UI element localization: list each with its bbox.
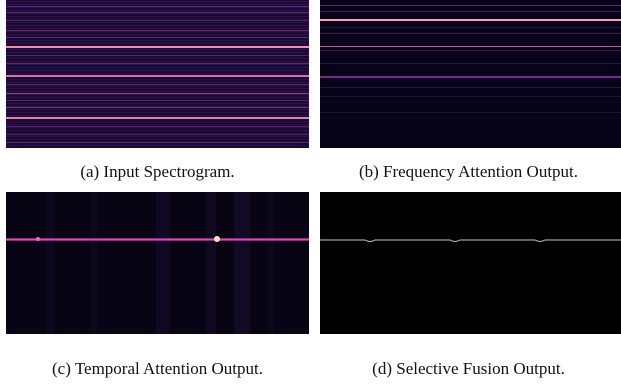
- spectrogram-band: [6, 117, 309, 119]
- temporal-column: [268, 192, 274, 334]
- temporal-column: [156, 192, 170, 334]
- spectrogram-band: [6, 30, 309, 31]
- spectrogram-band: [6, 142, 309, 143]
- spectrogram-band: [6, 12, 309, 13]
- temporal-column: [46, 192, 54, 334]
- caption-d: (d) Selective Fusion Output.: [372, 359, 565, 378]
- attention-band: [320, 50, 621, 51]
- spectrogram-band: [6, 84, 309, 85]
- spectrogram-band: [6, 107, 309, 108]
- frequency-attention-image: [320, 0, 621, 148]
- spectrogram-band: [6, 55, 309, 56]
- spectrogram-band: [6, 93, 309, 94]
- spectrogram-band: [6, 134, 309, 135]
- spectrogram-band: [6, 20, 309, 21]
- caption-a: (a) Input Spectrogram.: [80, 162, 235, 181]
- caption-c: (c) Temporal Attention Output.: [52, 359, 263, 378]
- spectrogram-band: [6, 100, 309, 101]
- attention-band: [320, 5, 621, 6]
- temporal-column: [206, 192, 216, 334]
- spectrogram-band: [6, 6, 309, 7]
- attention-band: [320, 76, 621, 78]
- spectrogram-band: [6, 126, 309, 127]
- attention-band: [320, 19, 621, 21]
- temporal-column: [91, 192, 97, 334]
- attention-band: [320, 11, 621, 12]
- attention-band: [320, 87, 621, 88]
- attention-band: [320, 27, 621, 28]
- temporal-attention-image: [6, 192, 309, 334]
- attention-band: [320, 112, 621, 113]
- input-spectrogram-image: [6, 0, 309, 148]
- attention-band: [320, 46, 621, 47]
- selective-fusion-image: [320, 192, 621, 334]
- temporal-column: [234, 192, 250, 334]
- attention-band: [320, 96, 621, 97]
- caption-b: (b) Frequency Attention Output.: [358, 162, 579, 181]
- attention-band: [320, 63, 621, 64]
- spectrogram-band: [6, 37, 309, 38]
- spectrogram-band: [6, 46, 309, 48]
- spectrogram-band: [6, 75, 309, 77]
- attention-band: [320, 33, 621, 34]
- spectrogram-band: [6, 63, 309, 64]
